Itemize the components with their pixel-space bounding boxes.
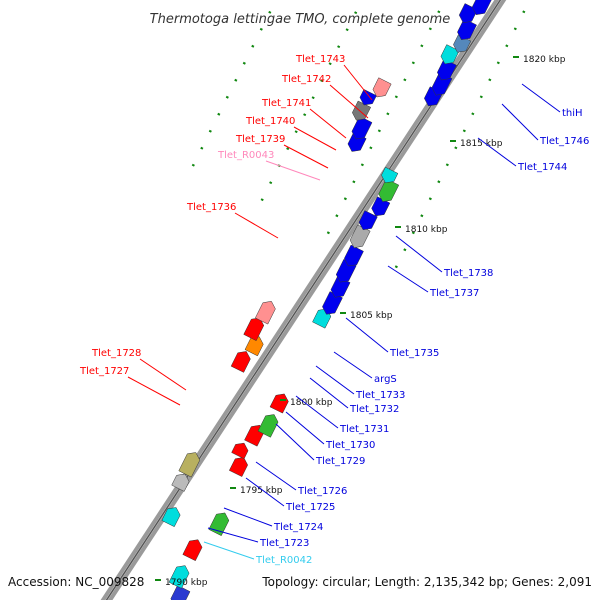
label-leader-line <box>501 103 539 141</box>
guide-dotted-line <box>326 0 447 235</box>
label-leader-line <box>345 317 389 353</box>
label-leader-line <box>283 144 329 169</box>
gene-label: Tlet_1731 <box>339 424 389 435</box>
gene-label: Tlet_1737 <box>429 288 479 299</box>
gene-arrow <box>471 0 492 15</box>
scale-tick-label: 1820 kbp <box>523 55 566 65</box>
scale-tick-label: 1810 kbp <box>405 225 448 235</box>
map-title: Thermotoga lettingae TMO, complete genom… <box>150 12 451 27</box>
label-leader-line <box>245 477 285 507</box>
gene-arrow <box>182 539 203 562</box>
gene-arrow <box>230 351 251 373</box>
gene-label: thiH <box>562 108 583 119</box>
gene-label: Tlet_1724 <box>273 522 323 533</box>
gene-arrow <box>254 301 276 325</box>
label-leader-line <box>203 541 255 560</box>
gene-label: Tlet_1725 <box>285 502 335 513</box>
label-leader-line <box>207 527 259 543</box>
gene-arrow <box>349 224 371 248</box>
gene-arrow <box>244 336 264 357</box>
gene-label: Tlet_1735 <box>389 348 439 359</box>
gene-arrow <box>352 100 372 121</box>
gene-arrow <box>161 507 181 528</box>
scale-ticks-layer: 1790 kbp 1795 kbp 1800 kbp 1805 kbp 1810 kbp… <box>155 55 566 588</box>
gene-arrow <box>359 89 377 106</box>
label-leader-line <box>387 265 429 293</box>
label-leader-line <box>127 376 181 406</box>
topology-text: Topology: circular; Length: 2,135,342 bp… <box>261 575 592 589</box>
gene-arrow <box>208 512 230 537</box>
gene-arrow <box>171 473 190 492</box>
label-leader-line <box>265 160 321 181</box>
gene-label: Tlet_1728 <box>91 348 141 359</box>
scale-tick-label: 1815 kbp <box>460 139 503 149</box>
gene-arrow <box>371 196 391 217</box>
gene-label: Tlet_1746 <box>539 136 589 147</box>
gene-arrow <box>168 565 190 589</box>
label-leader-line <box>295 395 339 429</box>
gene-arrow <box>178 452 201 478</box>
gene-arrow <box>322 291 343 315</box>
label-leader-line <box>477 137 517 167</box>
label-leader-line <box>234 212 279 239</box>
gene-arrow <box>378 178 400 202</box>
gene-label: Tlet_1727 <box>79 366 129 377</box>
gene-label: Tlet_1732 <box>349 404 399 415</box>
gene-arrow <box>372 77 392 98</box>
scale-tick-label: 1800 kbp <box>290 398 333 408</box>
gene-label: Tlet_1726 <box>297 486 347 497</box>
gene-arrow <box>170 584 191 600</box>
gene-arrow <box>243 317 265 342</box>
gene-label: Tlet_1736 <box>186 202 236 213</box>
gene-arrow <box>457 18 477 40</box>
label-leader-line <box>333 351 373 379</box>
genome-backbone-line <box>107 0 507 600</box>
gene-arrow <box>344 244 364 267</box>
gene-label: Tlet_1739 <box>235 134 285 145</box>
gene-features-layer <box>161 0 492 600</box>
gene-arrow <box>381 166 399 184</box>
label-leader-line <box>139 358 187 391</box>
gene-label: Tlet_1743 <box>295 54 345 65</box>
label-leader-line <box>223 507 273 527</box>
gene-label: Tlet_1740 <box>245 116 295 127</box>
gene-label: argS <box>374 374 397 385</box>
accession-text: Accession: NC_009828 <box>8 575 144 589</box>
gene-label: Tlet_1723 <box>259 538 309 549</box>
gene-label: Tlet_1730 <box>325 440 375 451</box>
gene-label: Tlet_1742 <box>281 74 331 85</box>
gene-arrow <box>351 115 373 140</box>
label-leader-line <box>315 365 355 395</box>
gene-arrow <box>437 58 457 81</box>
guide-dots-layer <box>191 0 532 269</box>
label-leader-line <box>309 108 347 139</box>
scale-tick-label: 1805 kbp <box>350 311 393 321</box>
label-leader-line <box>309 377 349 409</box>
gene-labels-layer: Tlet_1743 Tlet_1742 Tlet_1741 Tlet_1740 Tlet… <box>79 54 589 566</box>
gene-arrow <box>257 414 279 438</box>
label-leader-line <box>395 235 443 273</box>
scale-tick-label: 1790 kbp <box>165 578 208 588</box>
gene-label: Tlet_1738 <box>443 268 493 279</box>
guide-dotted-line <box>394 0 532 269</box>
gene-label: Tlet_1744 <box>517 162 567 173</box>
gene-label: Tlet_1729 <box>315 456 365 467</box>
gene-label: Tlet_R0042 <box>255 555 312 566</box>
gene-label: Tlet_1733 <box>355 390 405 401</box>
gene-arrow <box>269 393 289 414</box>
scale-tick-label: 1795 kbp <box>240 486 283 496</box>
label-leader-line <box>293 126 337 151</box>
label-leader-line <box>329 84 369 119</box>
gene-arrow <box>231 442 249 460</box>
gene-label: Tlet_1741 <box>261 98 311 109</box>
label-leader-line <box>275 423 315 461</box>
label-leader-line <box>255 461 297 491</box>
label-leader-line <box>521 83 561 113</box>
gene-arrow <box>228 457 248 477</box>
label-leader-line <box>343 64 373 101</box>
label-leader-line <box>285 411 325 445</box>
gene-label: Tlet_R0043 <box>217 150 274 161</box>
